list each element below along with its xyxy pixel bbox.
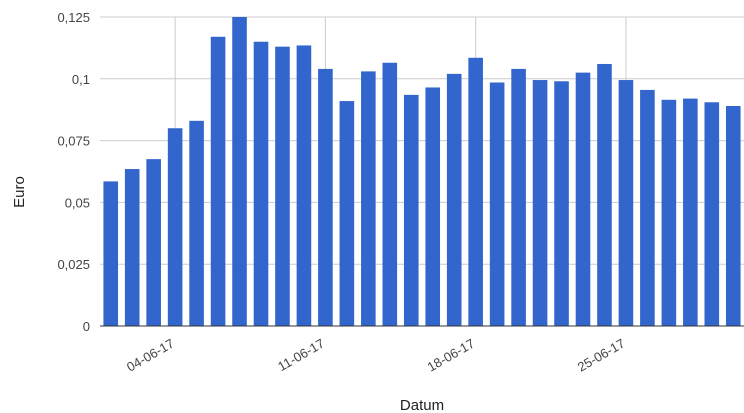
bar (532, 80, 548, 326)
bar (489, 82, 505, 327)
x-tick-label: 18-06-17 (425, 336, 478, 375)
bar (167, 128, 183, 326)
y-axis-label: Euro (11, 176, 28, 208)
bar (361, 71, 376, 326)
bar (403, 94, 419, 326)
bar (253, 41, 269, 326)
bar (124, 169, 140, 326)
x-tick-label: 25-06-17 (575, 336, 628, 375)
y-tick-label: 0,025 (57, 257, 90, 272)
bar (511, 68, 526, 327)
bar (296, 45, 312, 326)
bar (210, 36, 226, 326)
bar (446, 73, 462, 326)
x-tick-labels: 04-06-17 11-06-17 18-06-17 25-06-17 (124, 336, 627, 375)
bar (640, 89, 655, 326)
bar (232, 17, 247, 326)
bar (725, 105, 741, 326)
y-tick-label: 0 (83, 319, 90, 334)
bar (103, 181, 119, 326)
bars (100, 17, 744, 327)
bar (618, 80, 634, 326)
bar (597, 63, 612, 327)
y-tick-label: 0,1 (72, 72, 90, 87)
bar (661, 99, 677, 326)
x-axis-label: Datum (400, 397, 444, 413)
bar (704, 102, 720, 326)
bar (554, 81, 569, 326)
y-tick-labels: 0 0,025 0,05 0,075 0,1 0,125 (57, 10, 90, 334)
bar (339, 101, 355, 326)
y-tick-label: 0,075 (57, 134, 90, 149)
bar (425, 87, 441, 327)
x-tick-label: 11-06-17 (275, 336, 327, 375)
bar (275, 46, 290, 326)
bar (382, 62, 398, 327)
bar (146, 159, 161, 326)
bar (683, 98, 698, 327)
bar (468, 57, 483, 327)
bar (575, 72, 591, 327)
bar (189, 120, 204, 326)
bar (318, 68, 333, 327)
y-tick-label: 0,05 (65, 195, 90, 210)
x-tick-label: 04-06-17 (124, 336, 177, 375)
y-tick-label: 0,125 (57, 10, 90, 25)
